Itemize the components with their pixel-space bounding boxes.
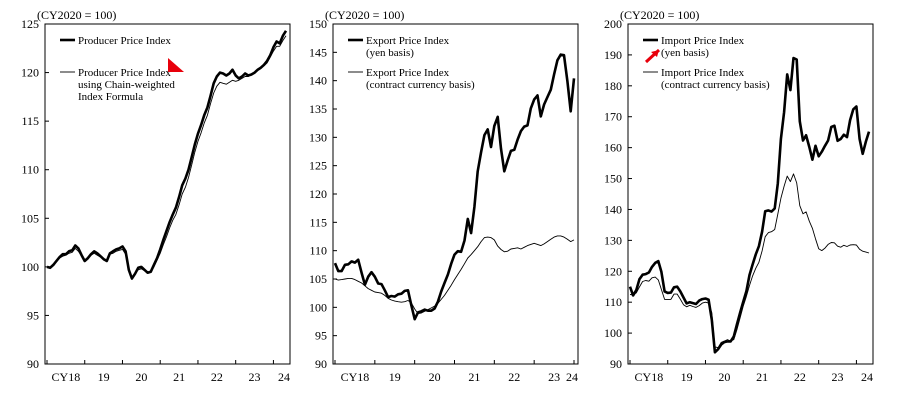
y-tick-label: 90 [315, 357, 327, 371]
red-arrowhead-icon [651, 50, 659, 57]
y-tick-label: 120 [21, 66, 39, 80]
legend-label: (contract currency basis) [366, 79, 475, 91]
y-tick-label: 150 [309, 17, 327, 31]
y-tick-label: 125 [309, 159, 327, 173]
legend-label: using Chain-weighted [78, 79, 175, 91]
y-tick-label: 110 [309, 244, 327, 258]
x-tick-label: 22 [211, 370, 223, 384]
y-tick-label: 180 [604, 79, 622, 93]
y-tick-label: 170 [604, 110, 622, 124]
y-tick-label: 140 [604, 202, 622, 216]
x-tick-label: 24 [861, 370, 873, 384]
legend-label: Index Formula [78, 91, 143, 103]
x-tick-label: CY18 [341, 370, 370, 384]
series-line-2 [629, 173, 870, 349]
series-line-1 [628, 56, 871, 354]
y-tick-label: 125 [21, 17, 39, 31]
x-tick-label: 21 [756, 370, 768, 384]
x-tick-label: 21 [173, 370, 185, 384]
legend-label: (yen basis) [661, 47, 709, 59]
y-tick-label: 190 [604, 48, 622, 62]
y-tick-label: 110 [21, 163, 39, 177]
x-tick-label: 19 [389, 370, 401, 384]
y-tick-label: 90 [610, 357, 622, 371]
x-tick-label: 20 [718, 370, 730, 384]
x-tick-label: 23 [832, 370, 844, 384]
x-tick-label: 19 [98, 370, 110, 384]
series-line-1 [333, 53, 576, 321]
series-line-1 [46, 30, 288, 280]
x-tick-label: 23 [548, 370, 560, 384]
y-tick-label: 130 [604, 233, 622, 247]
legend-label: (yen basis) [366, 47, 414, 59]
y-tick-label: 140 [309, 74, 327, 88]
unit-label: (CY2020 = 100) [325, 8, 404, 22]
y-tick-label: 110 [604, 295, 622, 309]
x-tick-label: CY18 [52, 370, 81, 384]
legend-label: Producer Price Index [78, 67, 171, 79]
y-tick-label: 95 [315, 329, 327, 343]
legend-label: Import Price Index [661, 35, 745, 47]
plot-frame [44, 23, 291, 365]
legend-label: Export Price Index [366, 35, 450, 47]
y-tick-label: 115 [309, 215, 327, 229]
x-tick-label: 22 [794, 370, 806, 384]
y-tick-label: 100 [604, 326, 622, 340]
x-tick-label: 20 [429, 370, 441, 384]
y-tick-label: 135 [309, 102, 327, 116]
x-tick-label: 24 [566, 370, 578, 384]
plot-frame [627, 23, 874, 365]
red-arrow-icon [168, 58, 184, 72]
legend-label: Export Price Index [366, 67, 450, 79]
y-tick-label: 120 [604, 264, 622, 278]
y-tick-label: 105 [21, 211, 39, 225]
x-tick-label: 23 [249, 370, 261, 384]
series-line-2 [334, 235, 575, 315]
legend-label: Import Price Index [661, 67, 745, 79]
y-tick-label: 120 [309, 187, 327, 201]
legend-label: Producer Price Index [78, 35, 171, 47]
y-tick-label: 105 [309, 272, 327, 286]
y-tick-label: 160 [604, 141, 622, 155]
chart-panel-3: (CY2020 = 100) 90 100 110 120 130 140 150 160 170… [604, 8, 874, 384]
y-tick-label: 145 [309, 45, 327, 59]
x-tick-label: 19 [681, 370, 693, 384]
unit-label: (CY2020 = 100) [620, 8, 699, 22]
x-tick-label: 22 [508, 370, 520, 384]
chart-panel-1: (CY2020 = 100) 90 95 100 105 110 115 120 125 CY18… [21, 8, 291, 384]
y-tick-label: 100 [21, 260, 39, 274]
y-tick-label: 200 [604, 17, 622, 31]
y-tick-label: 150 [604, 172, 622, 186]
y-tick-label: 90 [27, 357, 39, 371]
y-tick-label: 100 [309, 300, 327, 314]
x-tick-label: 20 [135, 370, 147, 384]
x-tick-label: CY18 [635, 370, 664, 384]
chart-panel-2: (CY2020 = 100) 90 95 100 105 110 115 120 125 130 1… [309, 8, 579, 384]
x-tick-label: 24 [278, 370, 290, 384]
unit-label: (CY2020 = 100) [37, 8, 116, 22]
y-tick-label: 95 [27, 308, 39, 322]
x-tick-label: 21 [468, 370, 480, 384]
y-tick-label: 130 [309, 130, 327, 144]
y-tick-label: 115 [21, 114, 39, 128]
legend-label: (contract currency basis) [661, 79, 770, 91]
